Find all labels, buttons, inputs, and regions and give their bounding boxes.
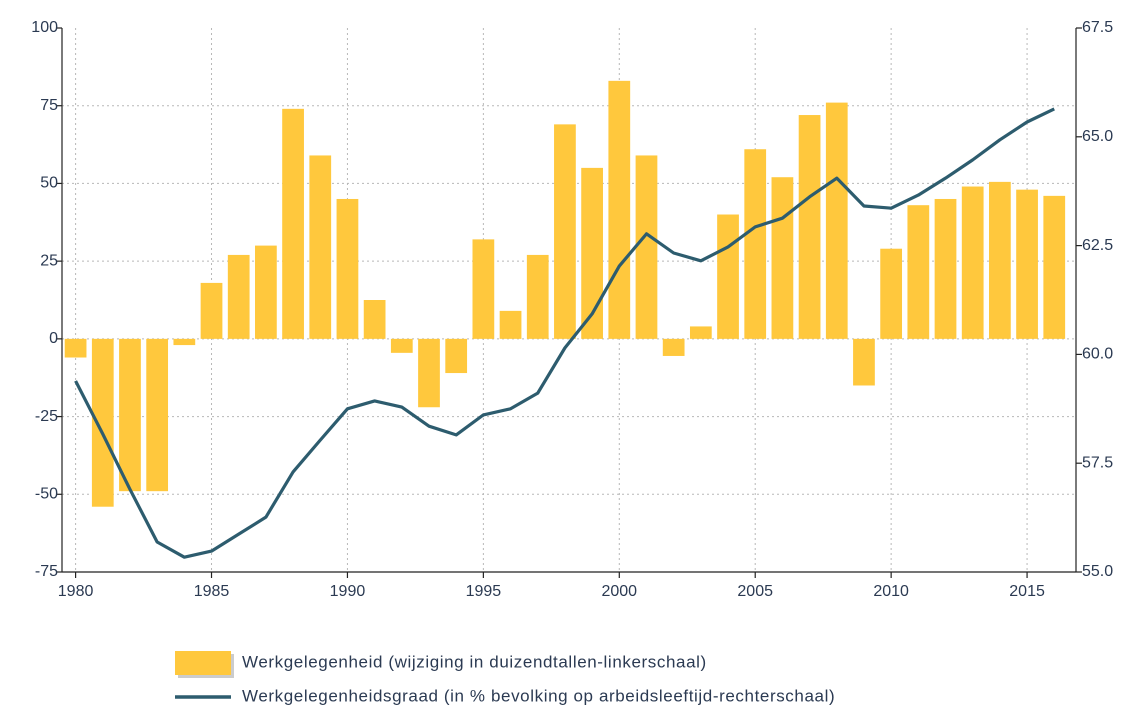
y2-tick-label: 65.0 bbox=[1082, 128, 1113, 145]
bar bbox=[689, 326, 712, 339]
bar bbox=[282, 108, 304, 339]
y-tick-label: -25 bbox=[35, 408, 58, 425]
bar bbox=[200, 282, 223, 339]
bar bbox=[961, 186, 984, 339]
y-tick-label: 25 bbox=[40, 252, 58, 269]
y2-tick-label: 57.5 bbox=[1082, 454, 1113, 471]
y-tick-label: 100 bbox=[31, 19, 58, 36]
x-tick-label: 2000 bbox=[601, 583, 637, 600]
bar bbox=[227, 254, 250, 339]
bar bbox=[336, 198, 359, 339]
x-tick-label: 1980 bbox=[58, 583, 94, 600]
bar bbox=[390, 338, 413, 353]
bar bbox=[119, 338, 141, 492]
legend-label: Werkgelegenheidsgraad (in % bevolking op… bbox=[242, 686, 835, 705]
y2-tick-label: 55.0 bbox=[1082, 563, 1113, 580]
bar bbox=[717, 214, 739, 339]
bar bbox=[880, 248, 903, 339]
bar bbox=[554, 124, 576, 339]
bar bbox=[744, 149, 767, 339]
bar bbox=[989, 181, 1011, 339]
y2-tick-label: 67.5 bbox=[1082, 19, 1113, 36]
bar bbox=[853, 338, 875, 386]
x-tick-label: 1990 bbox=[330, 583, 366, 600]
x-tick-label: 1985 bbox=[194, 583, 230, 600]
legend-swatch bbox=[175, 651, 231, 675]
x-tick-label: 2010 bbox=[873, 583, 909, 600]
bar bbox=[255, 245, 277, 339]
bar bbox=[1043, 195, 1066, 339]
y-tick-label: -50 bbox=[35, 486, 58, 503]
bar bbox=[934, 198, 957, 339]
bar bbox=[608, 80, 631, 339]
bar bbox=[581, 167, 603, 339]
y-tick-label: 75 bbox=[40, 97, 58, 114]
x-tick-label: 1995 bbox=[466, 583, 502, 600]
y-tick-label: 0 bbox=[49, 330, 58, 347]
bar bbox=[771, 177, 794, 339]
bar bbox=[173, 338, 196, 346]
x-tick-label: 2015 bbox=[1009, 583, 1045, 600]
y2-tick-label: 60.0 bbox=[1082, 346, 1113, 363]
bar bbox=[907, 205, 930, 339]
bar bbox=[363, 300, 386, 339]
bar bbox=[1016, 189, 1038, 339]
bar bbox=[64, 338, 87, 358]
bar bbox=[445, 338, 468, 374]
bar bbox=[146, 338, 169, 492]
bar bbox=[418, 338, 440, 408]
bar bbox=[499, 310, 522, 339]
y-tick-label: 50 bbox=[40, 175, 58, 192]
y-tick-label: -75 bbox=[35, 563, 58, 580]
bar bbox=[472, 239, 495, 339]
bar bbox=[526, 254, 549, 339]
legend-label: Werkgelegenheid (wijziging in duizendtal… bbox=[242, 652, 707, 671]
x-tick-label: 2005 bbox=[737, 583, 773, 600]
bar bbox=[91, 338, 114, 507]
line bbox=[74, 107, 1055, 559]
bar bbox=[798, 115, 821, 339]
bar bbox=[635, 155, 658, 339]
bar bbox=[825, 102, 848, 339]
bar bbox=[309, 155, 332, 339]
bar bbox=[662, 338, 685, 356]
y2-tick-label: 62.5 bbox=[1082, 237, 1113, 254]
